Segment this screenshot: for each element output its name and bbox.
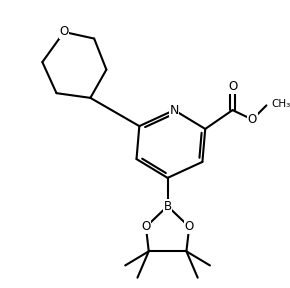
Text: CH₃: CH₃ xyxy=(271,99,290,109)
Text: N: N xyxy=(169,104,179,117)
Text: O: O xyxy=(59,25,69,39)
Text: B: B xyxy=(164,200,172,213)
Text: O: O xyxy=(228,80,237,93)
Text: O: O xyxy=(141,220,151,233)
Text: O: O xyxy=(185,220,194,233)
Text: O: O xyxy=(248,113,257,126)
